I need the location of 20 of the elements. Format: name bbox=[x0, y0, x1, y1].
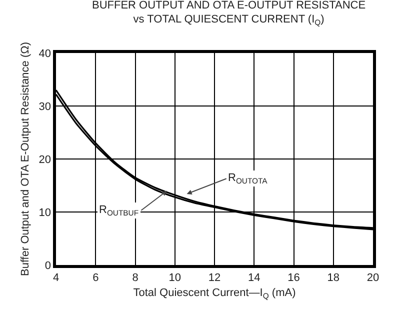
x-tick-label: 18 bbox=[327, 272, 340, 284]
x-axis-title: Total Quiescent Current—I$_{Q}$ (mA) bbox=[133, 287, 296, 300]
y-tick-label: 20 bbox=[38, 154, 52, 166]
x-tick-label: 20 bbox=[366, 272, 380, 284]
y-axis-title: Buffer Output and OTA E-Output Resistance (Ω) bbox=[19, 42, 32, 276]
y-tick-label: 40 bbox=[38, 48, 52, 60]
x-tick-label: 12 bbox=[208, 272, 221, 284]
y-tick-label: 10 bbox=[38, 206, 52, 219]
x-tick-label: 6 bbox=[92, 272, 99, 284]
chart-subtitle: vs TOTAL QUIESCENT CURRENT (I$_{Q}$) bbox=[133, 14, 324, 27]
x-tick-label: 10 bbox=[168, 272, 182, 284]
text: R$_{OUTOTA}$ bbox=[228, 172, 268, 186]
y-tick-label: 30 bbox=[38, 100, 52, 113]
x-tick-label: 16 bbox=[288, 272, 300, 284]
x-tick-label: 8 bbox=[132, 272, 138, 284]
chart-title: BUFFER OUTPUT AND OTA E-OUTPUT RESISTANCE bbox=[92, 0, 366, 12]
series-label: R$_{OUTBUF}$ bbox=[99, 204, 139, 218]
x-tick-label: 4 bbox=[52, 272, 60, 284]
y-tick-label: 0 bbox=[44, 260, 52, 272]
x-tick-label: 14 bbox=[248, 272, 260, 284]
